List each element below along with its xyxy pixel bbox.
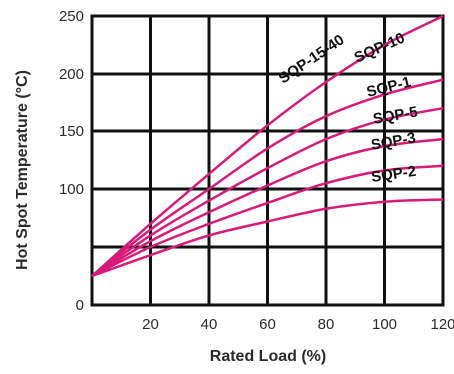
series-label: SQP-15-40 (276, 31, 348, 87)
x-axis-label: Rated Load (%) (210, 348, 326, 365)
series-lines (91, 14, 444, 278)
series-label: SQP-2 (370, 163, 417, 186)
series-line (91, 106, 444, 278)
series-line (91, 164, 444, 278)
x-tick-label: 80 (318, 316, 335, 333)
x-tick-label: 60 (259, 316, 276, 333)
series-line (91, 14, 444, 277)
x-tick-labels: 20 40 60 80 100 120 (142, 316, 454, 333)
series-label: SQP-1 (365, 73, 413, 100)
x-tick-label: 120 (430, 316, 454, 333)
y-tick-label: 150 (59, 123, 84, 140)
y-tick-labels: 0 100 150 200 250 (59, 8, 84, 314)
y-tick-label: 200 (59, 66, 84, 83)
series-label: SQP-3 (370, 129, 417, 154)
y-tick-label: 250 (59, 8, 84, 25)
series-line (91, 198, 444, 278)
grid (90, 14, 445, 307)
x-tick-label: 20 (142, 316, 159, 333)
series-line (91, 78, 444, 277)
series-label: SQP-5 (372, 103, 419, 128)
x-tick-label: 40 (201, 316, 218, 333)
series-line (91, 137, 444, 278)
y-tick-label: 0 (76, 297, 84, 314)
series-label: SQP-10 (352, 29, 408, 66)
y-tick-label: 100 (59, 181, 84, 198)
y-axis-label: Hot Spot Temperature (°C) (14, 70, 31, 270)
x-tick-label: 100 (372, 316, 397, 333)
